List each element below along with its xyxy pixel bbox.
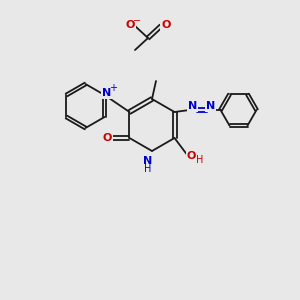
Text: H: H: [144, 164, 152, 174]
Text: N: N: [206, 101, 215, 111]
Text: O: O: [125, 20, 135, 30]
Text: N: N: [143, 156, 153, 166]
Text: O: O: [187, 151, 196, 161]
Text: −: −: [133, 16, 141, 26]
Text: H: H: [196, 155, 203, 165]
Text: O: O: [161, 20, 171, 30]
Text: +: +: [109, 83, 116, 93]
Text: N: N: [102, 88, 111, 98]
Text: N: N: [188, 101, 197, 111]
Text: O: O: [103, 133, 112, 143]
